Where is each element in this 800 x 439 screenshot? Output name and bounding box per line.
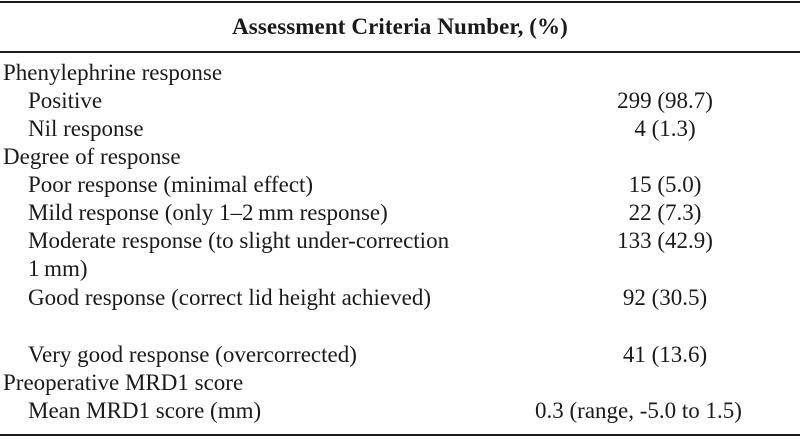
header-number: Number, (%)	[437, 14, 568, 39]
table-header: Assessment Criteria Number, (%)	[0, 3, 800, 51]
row-label: Mean MRD1 score (mm)	[28, 398, 262, 423]
row-label: Mild response (only 1–2 mm response)	[28, 200, 388, 225]
row-label: Positive	[28, 88, 103, 113]
top-rule	[0, 1, 800, 3]
row-value: 92 (30.5)	[622, 285, 708, 310]
row-value: 22 (7.3)	[628, 200, 702, 225]
row-label: Degree of response	[3, 144, 181, 169]
row-label: Good response (correct lid height achiev…	[28, 285, 431, 310]
row-label: Poor response (minimal effect)	[28, 172, 314, 197]
header-criteria: Assessment Criteria	[232, 14, 432, 39]
row-value: 0.3 (range, -5.0 to 1.5)	[535, 398, 742, 423]
row-label: Moderate response (to slight under-corre…	[28, 228, 450, 281]
header-rule	[0, 51, 800, 53]
row-value: 133 (42.9)	[617, 228, 713, 253]
row-value: 15 (5.0)	[628, 172, 702, 197]
row-label: Phenylephrine response	[3, 60, 223, 85]
bottom-rule	[0, 434, 800, 436]
row-label: Nil response	[28, 116, 144, 141]
row-value: 4 (1.3)	[634, 116, 696, 141]
row-label: Preoperative MRD1 score	[3, 370, 244, 395]
row-value: 299 (98.7)	[617, 88, 713, 113]
row-value: 41 (13.6)	[622, 342, 708, 367]
row-label: Very good response (overcorrected)	[28, 342, 357, 367]
